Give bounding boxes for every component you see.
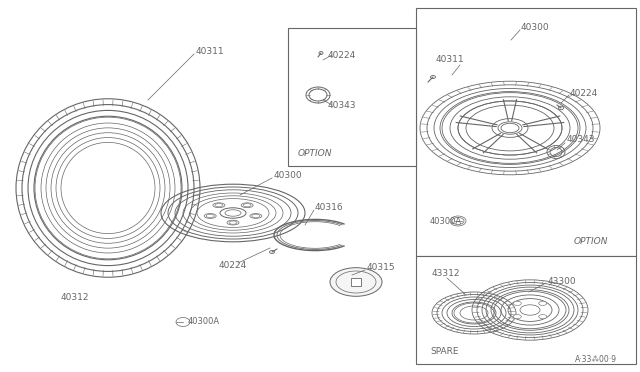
Text: 40224: 40224 bbox=[328, 51, 356, 60]
Ellipse shape bbox=[204, 214, 216, 218]
Text: 40311: 40311 bbox=[436, 55, 465, 64]
Text: OPTION: OPTION bbox=[298, 150, 333, 158]
Text: 40300A: 40300A bbox=[188, 317, 220, 327]
Text: 40343: 40343 bbox=[567, 135, 595, 144]
Text: 40315: 40315 bbox=[367, 263, 396, 273]
Text: 40300: 40300 bbox=[274, 170, 303, 180]
Text: SPARE: SPARE bbox=[430, 347, 458, 356]
Ellipse shape bbox=[220, 208, 246, 218]
Text: 40300: 40300 bbox=[521, 22, 550, 32]
Text: 40224: 40224 bbox=[570, 89, 598, 97]
Text: 40224: 40224 bbox=[219, 260, 247, 269]
Bar bbox=[416, 8, 636, 256]
Ellipse shape bbox=[520, 305, 540, 315]
Text: OPTION: OPTION bbox=[574, 237, 609, 247]
Bar bbox=[288, 28, 416, 166]
Text: A·33⁂00·9: A·33⁂00·9 bbox=[575, 356, 617, 365]
Ellipse shape bbox=[250, 214, 262, 218]
Text: 43312: 43312 bbox=[432, 269, 461, 278]
Ellipse shape bbox=[213, 203, 225, 208]
Ellipse shape bbox=[241, 203, 253, 208]
Text: 40343: 40343 bbox=[328, 100, 356, 109]
Ellipse shape bbox=[227, 220, 239, 225]
Ellipse shape bbox=[330, 268, 382, 296]
Text: 40316: 40316 bbox=[315, 202, 344, 212]
Ellipse shape bbox=[539, 301, 547, 305]
FancyBboxPatch shape bbox=[351, 278, 361, 286]
Text: 40312: 40312 bbox=[61, 292, 89, 301]
Text: 43300: 43300 bbox=[548, 276, 577, 285]
Ellipse shape bbox=[513, 301, 521, 305]
Text: 40311: 40311 bbox=[196, 46, 225, 55]
Ellipse shape bbox=[539, 315, 547, 319]
Ellipse shape bbox=[513, 315, 521, 319]
Bar bbox=[416, 256, 636, 364]
Text: 40300A: 40300A bbox=[430, 217, 462, 225]
